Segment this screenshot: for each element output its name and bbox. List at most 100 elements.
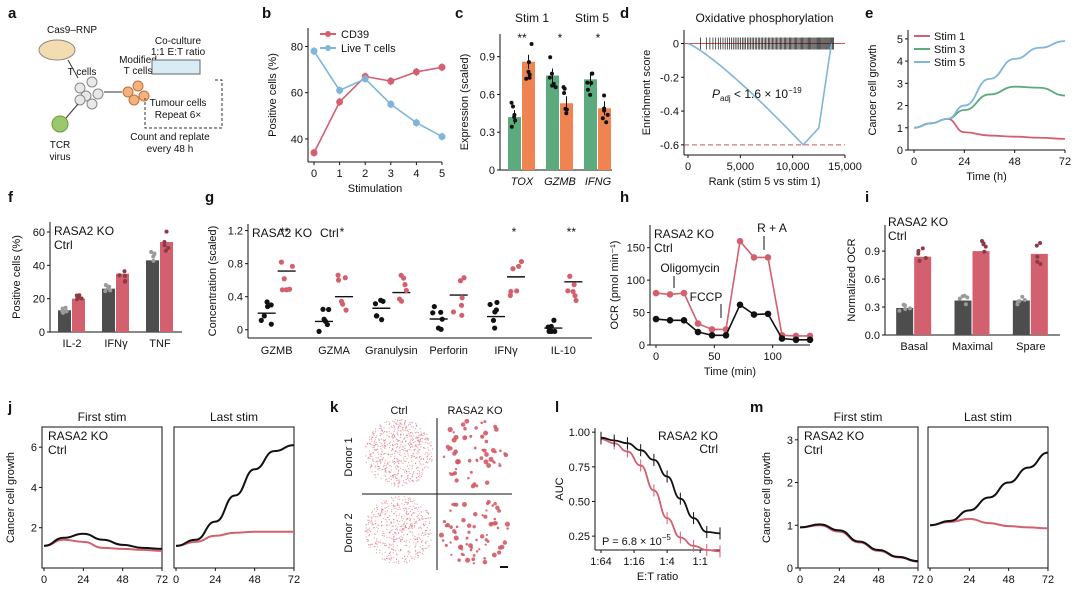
cell-dot bbox=[380, 511, 382, 514]
data-dot bbox=[343, 307, 349, 313]
cell-dot bbox=[417, 557, 419, 559]
panel-letter-e: e bbox=[865, 5, 873, 22]
cell-dot bbox=[375, 533, 377, 536]
t-cell-icon bbox=[86, 98, 98, 110]
cell-dot bbox=[409, 519, 411, 521]
cell-dot bbox=[396, 465, 399, 468]
x-category-Basal: Basal bbox=[900, 341, 928, 353]
cell-dot bbox=[467, 476, 470, 480]
cell-dot bbox=[397, 423, 399, 426]
cell-dot bbox=[407, 528, 409, 530]
cell-dot bbox=[384, 468, 387, 470]
cell-dot bbox=[403, 481, 405, 484]
annotation-fccp: FCCP bbox=[690, 290, 723, 304]
panel-l-chart: 0.25 0.50 0.75 1.00 AUC E:T ratio 1:64 1:16 1:4 1… bbox=[554, 427, 721, 583]
cell-dot bbox=[409, 440, 411, 442]
cell-dot bbox=[409, 500, 411, 503]
cell-dot bbox=[375, 436, 377, 439]
cell-dot bbox=[410, 525, 412, 527]
cell-dot bbox=[401, 475, 403, 477]
legend-label-Ctrl: Ctrl bbox=[804, 443, 823, 457]
cell-dot bbox=[411, 439, 413, 442]
data-dot bbox=[379, 317, 385, 323]
cell-dot bbox=[389, 531, 391, 533]
cell-dot bbox=[430, 452, 432, 454]
cell-dot bbox=[411, 508, 413, 511]
cell-dot bbox=[395, 479, 397, 482]
cell-dot bbox=[421, 517, 423, 519]
y-tick-label: 5 bbox=[897, 34, 903, 46]
cell-dot bbox=[426, 433, 428, 435]
cell-dot bbox=[397, 461, 399, 463]
x-category-Granulysin: Granulysin bbox=[365, 345, 418, 357]
cell-dot bbox=[406, 503, 408, 505]
cell-dot bbox=[396, 460, 398, 462]
cell-dot bbox=[375, 428, 377, 430]
cell-dot bbox=[371, 543, 373, 545]
cell-dot bbox=[399, 425, 401, 427]
cell-dot bbox=[377, 473, 379, 475]
cell-dot bbox=[388, 532, 390, 534]
y-axis-label: Positive cells (%) bbox=[11, 235, 23, 319]
data-dot bbox=[151, 254, 156, 259]
data-dot bbox=[261, 313, 267, 319]
cell-dot bbox=[427, 535, 429, 538]
cell-dot bbox=[394, 455, 396, 457]
cell-dot bbox=[418, 434, 420, 437]
cell-dot bbox=[494, 521, 498, 525]
cell-dot bbox=[402, 426, 404, 428]
cell-dot bbox=[418, 456, 421, 458]
cell-dot bbox=[405, 541, 407, 543]
cell-dot bbox=[376, 526, 378, 528]
cell-dot bbox=[379, 425, 381, 427]
x-tick-label: 72 bbox=[288, 574, 300, 586]
cell-dot bbox=[488, 456, 494, 462]
data-dot bbox=[268, 302, 274, 308]
data-dot bbox=[605, 112, 610, 117]
data-dot bbox=[430, 310, 436, 316]
data-dot bbox=[281, 276, 287, 282]
cell-dot bbox=[415, 551, 417, 553]
cell-dot bbox=[377, 460, 379, 462]
cell-dot bbox=[479, 456, 484, 461]
data-dot bbox=[897, 308, 902, 313]
data-dot bbox=[1034, 243, 1039, 248]
cell-dot bbox=[399, 508, 401, 510]
legend-label-Live T cells: Live T cells bbox=[341, 43, 396, 55]
cell-dot bbox=[476, 459, 479, 463]
cell-dot bbox=[407, 474, 409, 476]
cell-dot bbox=[383, 532, 385, 535]
modified-t-cell-icon bbox=[138, 90, 150, 102]
cell-dot bbox=[403, 449, 405, 451]
cell-dot bbox=[411, 437, 413, 439]
cell-dot bbox=[422, 548, 424, 550]
cell-dot bbox=[380, 477, 382, 480]
cell-dot bbox=[421, 541, 423, 544]
data-dot bbox=[551, 317, 557, 323]
cell-dot bbox=[388, 421, 390, 423]
cell-dot bbox=[421, 518, 423, 520]
cell-dot bbox=[478, 548, 481, 551]
cell-dot bbox=[409, 464, 411, 466]
data-dot bbox=[565, 288, 571, 294]
data-point bbox=[764, 254, 772, 261]
cell-dot bbox=[390, 455, 392, 457]
cell-dot bbox=[426, 458, 429, 460]
cell-dot bbox=[412, 479, 414, 481]
cell-dot bbox=[391, 443, 394, 446]
cell-dot bbox=[387, 463, 389, 465]
cell-dot bbox=[403, 424, 406, 426]
cell-dot bbox=[373, 445, 375, 447]
cell-dot bbox=[373, 442, 375, 444]
cell-dot bbox=[397, 472, 400, 474]
cell-dot bbox=[371, 444, 373, 446]
x-axis-label: E:T ratio bbox=[637, 571, 678, 583]
cell-dot bbox=[384, 442, 386, 444]
series-line-RASA2 KO bbox=[43, 538, 163, 552]
cell-dot bbox=[399, 526, 401, 528]
cell-dot bbox=[412, 524, 414, 526]
legend-marker bbox=[325, 31, 331, 37]
cell-dot bbox=[460, 422, 466, 427]
cell-dot bbox=[372, 524, 374, 526]
cell-dot bbox=[379, 459, 381, 461]
